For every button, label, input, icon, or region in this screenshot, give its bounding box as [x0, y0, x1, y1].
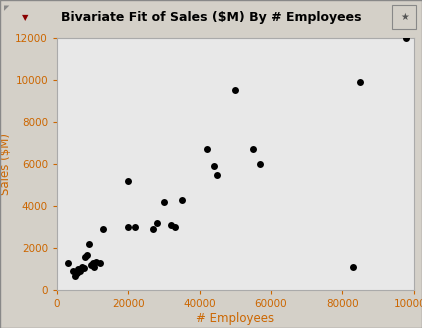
Point	[91, 264, 98, 270]
Point	[77, 269, 84, 274]
Point	[214, 172, 221, 177]
Point	[89, 260, 96, 266]
Point	[125, 178, 132, 183]
Point	[179, 197, 185, 202]
FancyBboxPatch shape	[392, 5, 416, 29]
Text: ▼: ▼	[22, 13, 29, 22]
Point	[87, 262, 94, 268]
Point	[100, 227, 107, 232]
Text: ★: ★	[400, 12, 408, 22]
Point	[257, 161, 264, 167]
Point	[171, 224, 178, 230]
Point	[96, 260, 103, 266]
Point	[403, 35, 410, 40]
Point	[150, 227, 157, 232]
Point	[93, 259, 100, 264]
Point	[75, 267, 82, 272]
Point	[132, 224, 139, 230]
Point	[357, 79, 363, 85]
Point	[78, 264, 85, 270]
Point	[168, 222, 174, 228]
Point	[86, 241, 92, 247]
Point	[73, 271, 80, 276]
Point	[349, 264, 356, 270]
Point	[125, 224, 132, 230]
Point	[211, 163, 217, 169]
Text: Bivariate Fit of Sales ($M) By # Employees: Bivariate Fit of Sales ($M) By # Employe…	[61, 11, 361, 24]
Point	[82, 254, 89, 259]
Point	[84, 252, 91, 257]
Text: ◤: ◤	[4, 5, 10, 11]
Point	[70, 269, 76, 274]
Point	[250, 147, 257, 152]
Point	[160, 199, 167, 205]
Y-axis label: Sales ($M): Sales ($M)	[0, 133, 12, 195]
Point	[203, 147, 210, 152]
Point	[64, 260, 71, 266]
Point	[154, 220, 160, 226]
Point	[80, 266, 87, 271]
Point	[232, 88, 239, 93]
X-axis label: # Employees: # Employees	[196, 312, 274, 325]
Point	[71, 273, 78, 278]
